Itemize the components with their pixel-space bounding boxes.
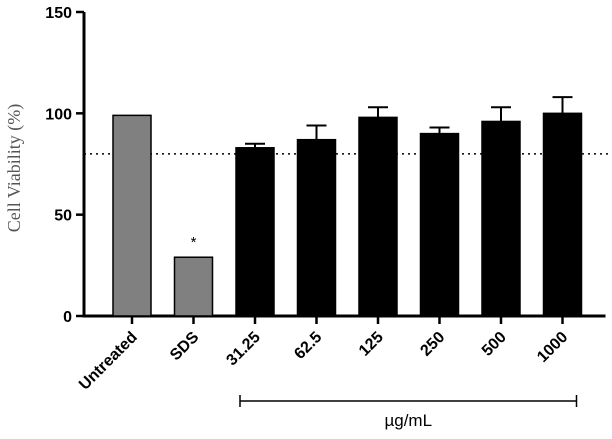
bars: * xyxy=(112,96,583,317)
y-tick-label: 100 xyxy=(45,106,72,123)
x-tick-label: 500 xyxy=(479,329,510,360)
bar xyxy=(296,138,337,317)
bar xyxy=(542,112,583,317)
x-tick-label: Untreated xyxy=(76,329,141,394)
y-tick-label: 0 xyxy=(63,309,72,326)
x-tick-label: 31.25 xyxy=(223,329,263,369)
x-tick-label: 125 xyxy=(356,329,387,360)
bar xyxy=(112,114,152,317)
x-tick-label: 250 xyxy=(417,329,448,360)
bar xyxy=(358,116,398,317)
x-tick-label: SDS xyxy=(167,329,203,365)
y-tick-label: 50 xyxy=(54,208,72,225)
unit-label: µg/mL xyxy=(384,411,432,430)
bar xyxy=(481,120,521,317)
y-axis-label: Cell Viability (%) xyxy=(4,104,25,233)
unit-bracket-group: µg/mL xyxy=(239,395,578,430)
y-tick-label: 150 xyxy=(45,5,72,22)
significance-marker: * xyxy=(191,234,197,251)
bar xyxy=(235,147,275,317)
x-tick-label: 62.5 xyxy=(291,329,325,363)
x-tick-label: 1000 xyxy=(534,329,571,366)
bar xyxy=(173,256,214,317)
category-labels: Untreated SDS 31.25 62.5 125 250 500 1000 xyxy=(76,316,571,394)
bar xyxy=(419,132,460,317)
